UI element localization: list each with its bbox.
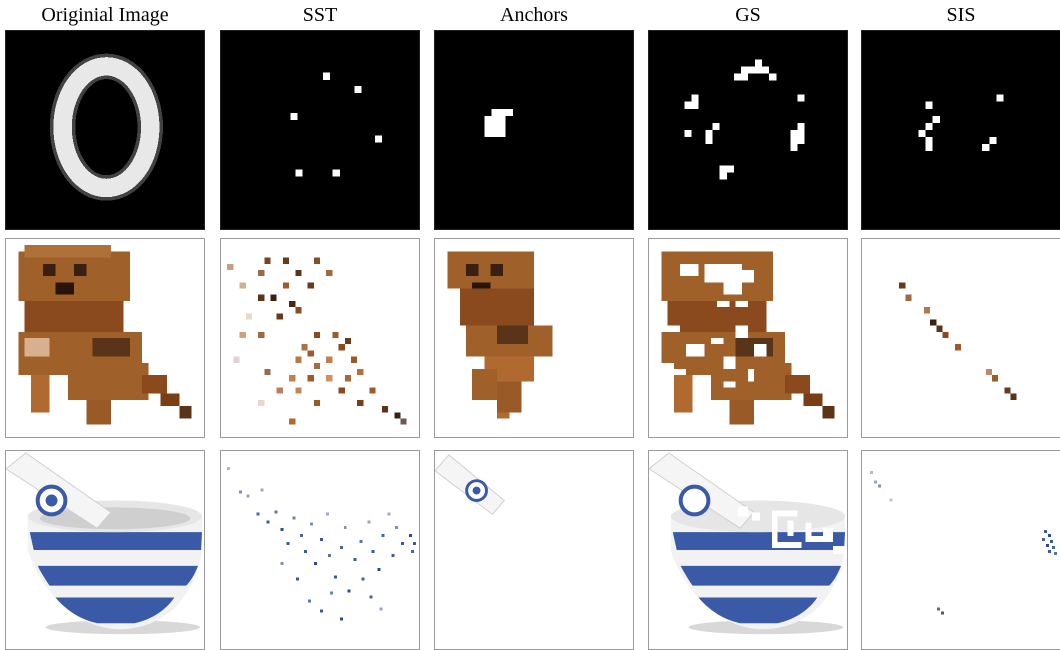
digit-sis-mask xyxy=(861,30,1060,230)
dog-sst-mask xyxy=(220,238,420,438)
gs-pixel-mask xyxy=(684,59,805,180)
dog-anchors-mask xyxy=(434,238,634,438)
sis-pixel-mask xyxy=(918,94,1004,152)
digit-original-image xyxy=(5,30,205,230)
bowl-anchors-mask xyxy=(434,450,634,650)
column-header-original: Originial Image xyxy=(41,4,169,26)
anchors-pixel-mask xyxy=(447,251,553,419)
dog-sis-mask xyxy=(861,238,1060,438)
anchors-pixel-mask xyxy=(435,454,506,516)
gs-pixel-mask xyxy=(649,452,847,635)
column-header-gs: GS xyxy=(735,4,761,26)
column-header-sst: SST xyxy=(302,4,338,26)
bowl-figure xyxy=(6,452,203,635)
dog-gs-mask xyxy=(648,238,848,438)
digit-gs-mask xyxy=(648,30,848,230)
column-header-anchors: Anchors xyxy=(500,4,568,26)
bowl-sis-mask xyxy=(861,450,1060,650)
column-header-sis: SIS xyxy=(946,4,976,26)
bowl-gs-mask xyxy=(648,450,848,650)
sst-pixel-mask xyxy=(227,257,407,425)
anchors-pixel-mask xyxy=(484,108,513,138)
sis-pixel-mask xyxy=(899,282,1017,400)
dog-figure xyxy=(18,245,192,425)
sst-pixel-mask xyxy=(226,466,417,621)
dog-original-image xyxy=(5,238,205,438)
digit-anchors-mask xyxy=(434,30,634,230)
bowl-sst-mask xyxy=(220,450,420,650)
digit-zero-figure xyxy=(49,53,163,201)
gs-pixel-mask xyxy=(661,251,835,425)
sis-pixel-mask xyxy=(869,470,1058,615)
digit-sst-mask xyxy=(220,30,420,230)
bowl-original-image xyxy=(5,450,205,650)
sst-pixel-mask xyxy=(290,72,383,177)
